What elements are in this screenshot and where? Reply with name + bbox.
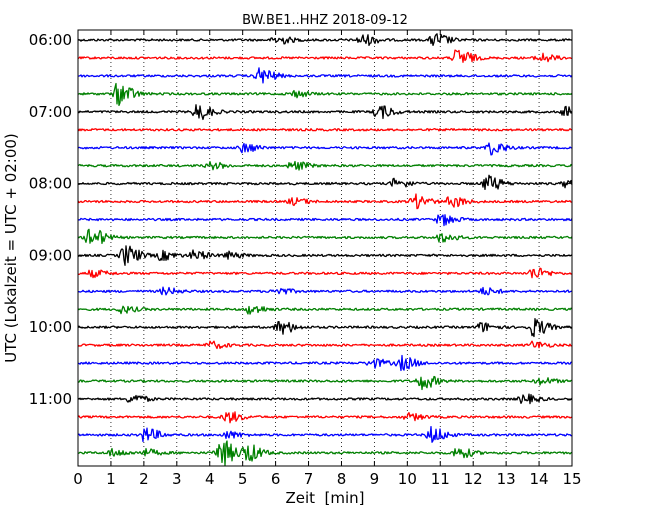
- trace-line: [77, 33, 573, 47]
- x-axis-ticks: 0 1 2 3 4 5 6 7 8 9 10 11 12 13 14 15: [73, 30, 582, 488]
- x-tick-label: 3: [172, 470, 182, 488]
- x-tick-label: 9: [370, 470, 380, 488]
- trace-line: [77, 174, 573, 191]
- x-tick-label: 1: [106, 470, 116, 488]
- y-axis-label: UTC (Lokalzeit = UTC + 02:00): [2, 133, 20, 363]
- trace-line: [77, 49, 573, 63]
- y-tick-label: 10:00: [29, 318, 72, 336]
- y-tick-label: 08:00: [29, 175, 72, 193]
- trace-line: [77, 82, 573, 107]
- x-tick-label: 11: [431, 470, 450, 488]
- x-tick-label: 4: [205, 470, 215, 488]
- y-tick-label: 07:00: [29, 103, 72, 121]
- x-axis-label: Zeit [min]: [285, 489, 364, 507]
- trace-line: [77, 214, 573, 227]
- trace-line: [77, 67, 573, 84]
- trace-line: [77, 340, 573, 350]
- y-tick-label: 06:00: [29, 31, 72, 49]
- x-tick-label: 12: [464, 470, 483, 488]
- plot-frame: [77, 29, 573, 467]
- x-tick-label: 5: [238, 470, 248, 488]
- x-tick-label: 2: [139, 470, 149, 488]
- trace-line: [77, 354, 573, 372]
- trace-line: [77, 142, 572, 156]
- trace-line: [77, 267, 573, 279]
- chart-title: BW.BE1..HHZ 2018-09-12: [242, 13, 408, 28]
- x-tick-label: 7: [304, 470, 314, 488]
- trace-line: [77, 305, 573, 315]
- trace-line: [77, 286, 573, 296]
- trace-line: [77, 193, 573, 210]
- trace-line: [77, 318, 573, 338]
- y-tick-label: 09:00: [29, 246, 72, 264]
- y-tick-label: 11:00: [29, 390, 72, 408]
- x-tick-label: 15: [562, 470, 581, 488]
- trace-line: [77, 160, 573, 171]
- x-tick-label: 10: [398, 470, 417, 488]
- trace-line: [77, 228, 573, 245]
- trace-line: [77, 393, 573, 405]
- x-tick-label: 6: [271, 470, 281, 488]
- x-tick-label: 13: [497, 470, 516, 488]
- trace-line: [77, 440, 573, 466]
- traces-group: [77, 33, 573, 466]
- trace-line: [77, 245, 573, 266]
- trace-line: [77, 375, 573, 391]
- x-tick-label: 0: [73, 470, 83, 488]
- y-axis-ticks: 06:00 07:00 08:00 09:00 10:00 11:00: [29, 31, 572, 408]
- trace-line: [77, 411, 573, 424]
- trace-line: [77, 425, 573, 443]
- trace-line: [77, 104, 573, 121]
- grid-lines: [110, 30, 540, 466]
- x-tick-label: 8: [337, 470, 347, 488]
- trace-line: [77, 128, 573, 132]
- x-tick-label: 14: [530, 470, 549, 488]
